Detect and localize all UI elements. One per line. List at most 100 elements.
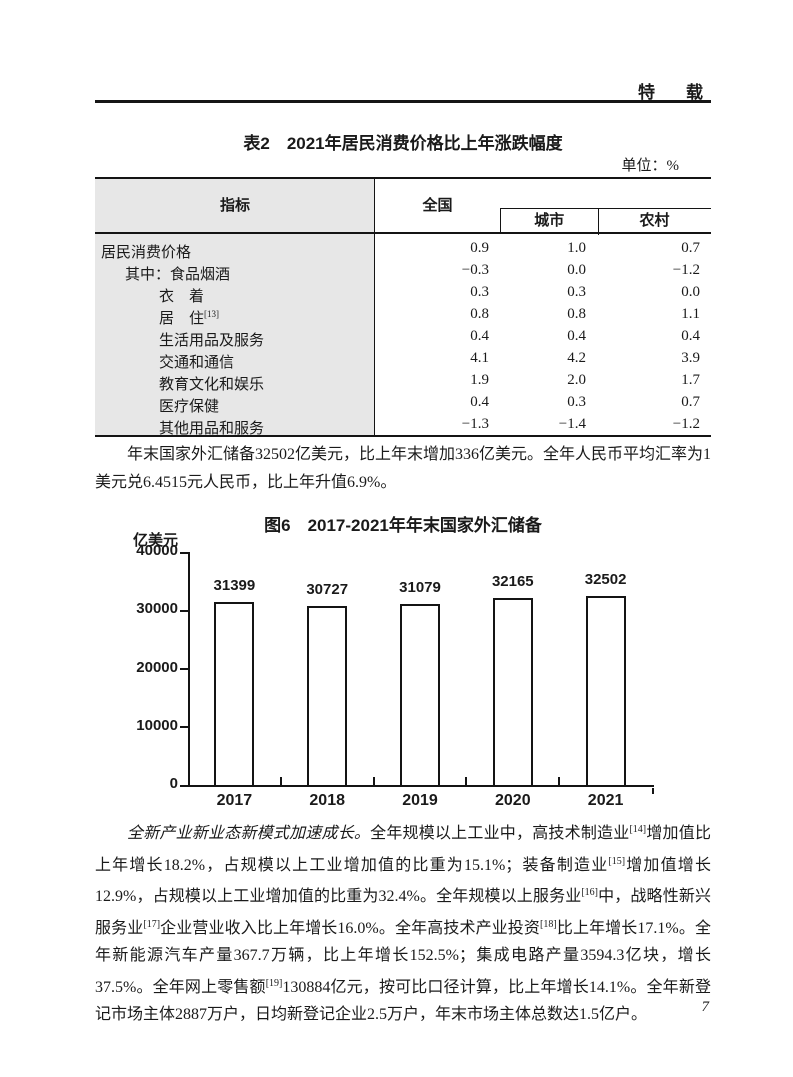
row-label: 居 住[13]: [159, 308, 220, 327]
value-urban: 4.2: [567, 349, 586, 366]
x-axis-tick: [558, 777, 561, 785]
col-header-indicator: 指标: [219, 198, 250, 214]
footnote-ref-17: [17]: [143, 918, 161, 930]
table-row: 衣 着 0.3 0.3 0.0: [95, 281, 711, 305]
footnote-ref-16: [16]: [581, 887, 599, 898]
y-axis-tick: [180, 609, 188, 612]
y-axis-tick: [180, 784, 188, 787]
y-axis-tick-label: 20000: [136, 658, 178, 676]
page-number: 7: [701, 999, 710, 1015]
bar-value-label: 31399: [213, 577, 256, 595]
footnote-ref-14: [14]: [629, 824, 647, 835]
table-body: 居民消费价格 0.9 1.0 0.7 其中：食品烟酒 −0.3 0.0 −1.2…: [95, 237, 711, 437]
y-axis-tick-label: 30000: [136, 600, 178, 618]
y-axis-tick: [180, 551, 188, 554]
value-rural: 1.1: [681, 305, 700, 322]
value-national: −1.3: [461, 415, 489, 432]
x-axis-category-label: 2019: [402, 792, 438, 809]
value-rural: 3.9: [681, 349, 700, 366]
cpi-table: 指标 全国 城市 农村 居民消费价格 0.9 1.0 0.7 其中：食品烟酒 −…: [95, 177, 711, 437]
x-axis-category-label: 2020: [495, 792, 531, 809]
x-axis-tick: [465, 777, 468, 785]
row-label: 其中：食品烟酒: [125, 266, 231, 283]
lead-sentence: 全新产业新业态新模式加速成长。: [127, 825, 371, 842]
x-axis-tick: [372, 777, 375, 785]
value-urban: 2.0: [567, 371, 586, 388]
value-urban: 0.3: [567, 283, 586, 300]
footnote-ref-18: [18]: [540, 918, 557, 930]
row-label: 衣 着: [159, 288, 205, 305]
value-rural: −1.2: [672, 415, 700, 432]
value-urban: 0.8: [567, 305, 586, 322]
bar: [492, 597, 533, 787]
value-national: 0.4: [470, 327, 489, 344]
value-urban: 0.4: [567, 327, 586, 344]
bar-value-label: 30727: [306, 581, 349, 598]
value-urban: 0.0: [567, 261, 586, 278]
subheader-box: 城市 农村: [500, 208, 711, 235]
row-label: 居民消费价格: [101, 244, 192, 261]
row-label: 其他用品和服务: [159, 420, 265, 437]
value-rural: 0.4: [681, 327, 700, 344]
unit-label: 单位：%: [621, 158, 680, 174]
row-label: 医疗保健: [159, 398, 220, 415]
table2-title: 表2 2021年居民消费价格比上年涨跌幅度: [243, 134, 563, 153]
paragraph-forex-reserves: 年末国家外汇储备32502亿美元，比上年末增加336亿美元。全年人民币平均汇率为…: [95, 446, 712, 491]
row-label: 教育文化和娱乐: [159, 376, 265, 393]
table-row: 居 住[13] 0.8 0.8 1.1: [95, 303, 711, 327]
row-label: 交通和通信: [159, 354, 235, 371]
bar: [307, 606, 348, 787]
x-axis-category-label: 2017: [216, 792, 253, 809]
bar: [400, 603, 440, 787]
x-axis-end-tick: [652, 788, 654, 794]
value-national: 0.4: [470, 393, 489, 410]
forex-reserves-bar-chart: 亿美元 0 10000 20000 30000 40000 31399 2017 30727 2…: [95, 525, 711, 815]
bar-value-label: 32165: [491, 572, 534, 590]
value-rural: −1.2: [672, 261, 700, 278]
footnote-ref-19: [19]: [265, 977, 283, 989]
footnote-ref-15: [15]: [608, 855, 626, 867]
col-header-rural: 农村: [597, 209, 711, 235]
table-row: 教育文化和娱乐 1.9 2.0 1.7: [95, 369, 711, 393]
table-row: 其中：食品烟酒 −0.3 0.0 −1.2: [95, 259, 711, 283]
col-header-urban: 城市: [534, 213, 565, 229]
y-axis-line: [188, 552, 190, 787]
value-national: 4.1: [470, 349, 489, 366]
figure6-title: 图6 2017-2021年年末国家外汇储备: [264, 516, 542, 535]
value-national: 0.9: [470, 239, 489, 256]
table-row: 交通和通信 4.1 4.2 3.9: [95, 347, 711, 371]
table-row: 其他用品和服务 −1.3 −1.4 −1.2: [95, 413, 711, 437]
paragraph-new-industries: 全新产业新业态新模式加速成长。全年规模以上工业中，高技术制造业[14]增加值比上…: [95, 824, 711, 1023]
x-axis-tick: [279, 777, 282, 785]
value-urban: 0.3: [567, 393, 586, 410]
value-urban: −1.4: [558, 415, 586, 432]
running-head: 特 载: [638, 83, 710, 102]
value-rural: 0.7: [681, 393, 700, 410]
value-national: 0.8: [470, 305, 489, 322]
x-axis-category-label: 2021: [587, 792, 624, 809]
bar: [585, 595, 626, 787]
value-rural: 0.0: [681, 283, 700, 300]
bar: [214, 602, 255, 787]
y-axis-tick-label: 40000: [136, 542, 178, 559]
y-axis-tick: [180, 726, 188, 729]
table-row: 医疗保健 0.4 0.3 0.7: [95, 391, 711, 415]
table-row: 生活用品及服务 0.4 0.4 0.4: [95, 325, 711, 349]
y-axis-tick: [180, 668, 188, 670]
header-rule: [95, 100, 711, 103]
bar-value-label: 31079: [399, 578, 441, 596]
value-urban: 1.0: [567, 239, 586, 256]
x-axis-category-label: 2018: [309, 792, 345, 809]
value-rural: 1.7: [681, 371, 700, 388]
value-rural: 0.7: [681, 239, 700, 256]
col-header-national: 全国: [422, 198, 453, 214]
bar-value-label: 32502: [584, 570, 627, 588]
y-axis-unit-label: 亿美元: [132, 532, 178, 549]
table-header: 指标 全国 城市 农村: [95, 179, 711, 235]
value-national: 0.3: [470, 283, 489, 300]
value-national: 1.9: [470, 371, 489, 388]
indicator-column-shading: [95, 179, 375, 435]
y-axis-tick-label: 0: [169, 775, 178, 792]
value-national: −0.3: [461, 261, 489, 278]
